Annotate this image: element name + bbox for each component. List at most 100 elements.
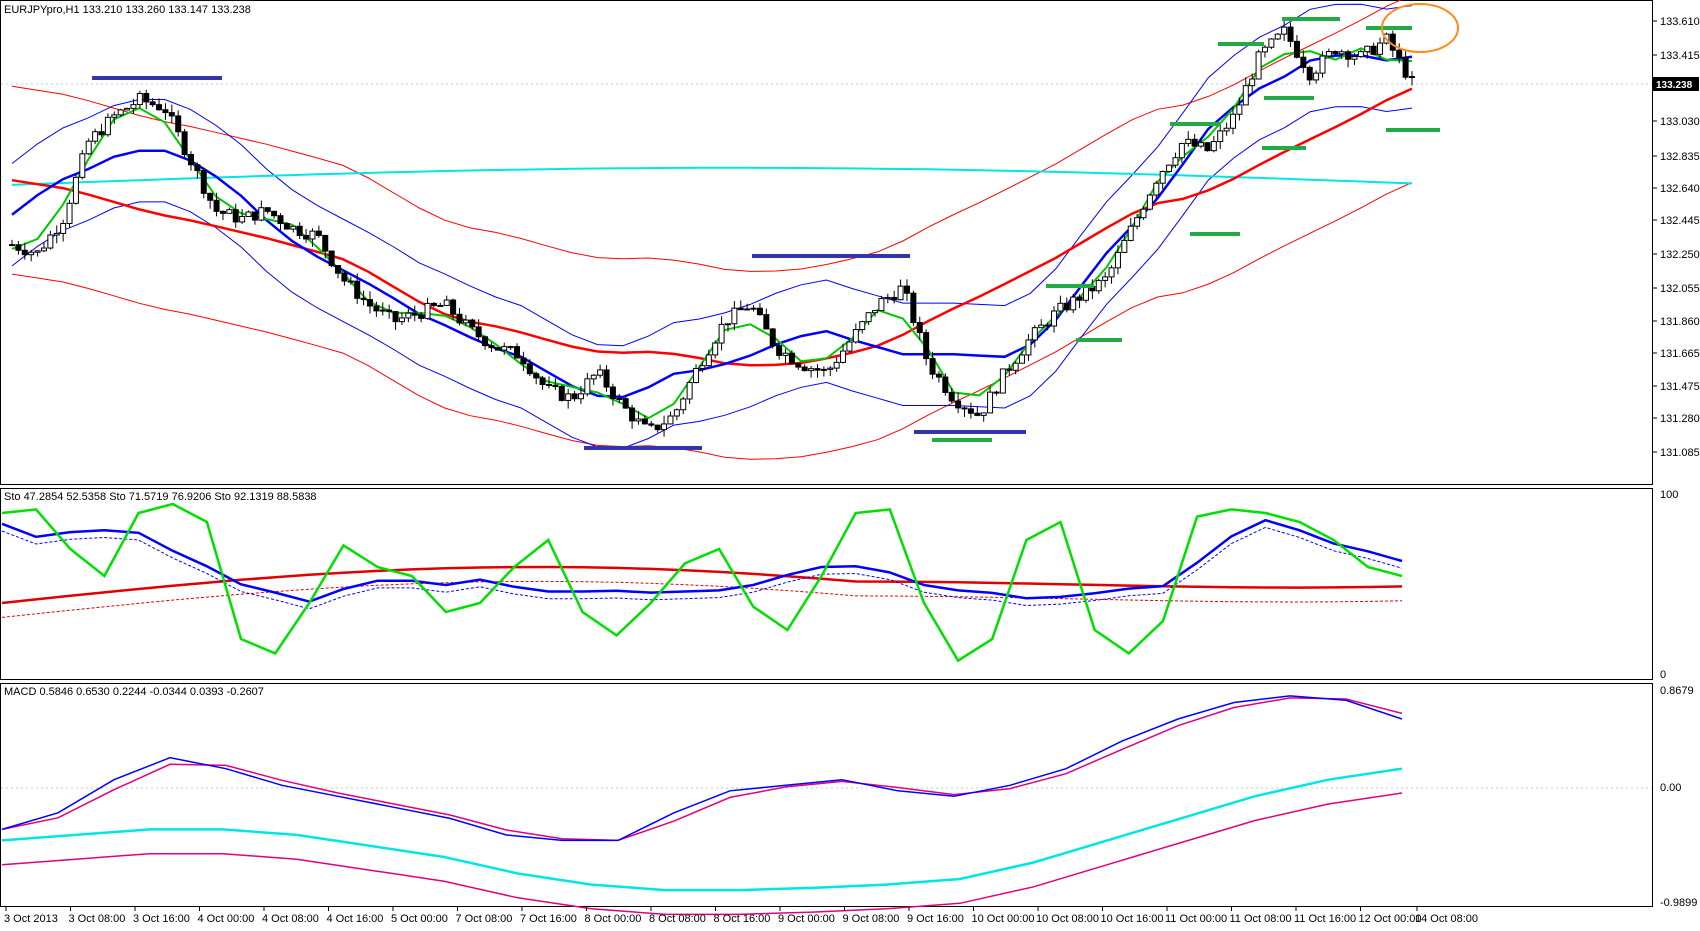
candle-body — [699, 365, 706, 369]
candle-body — [482, 336, 489, 347]
candle-body — [1345, 51, 1352, 60]
candle-body — [507, 346, 514, 349]
candle-body — [1159, 171, 1166, 184]
candle-body — [750, 307, 757, 310]
candle-body — [1070, 296, 1077, 311]
candle-body — [1306, 66, 1313, 81]
candle-body — [961, 407, 968, 410]
time-tick-label: 11 Oct 16:00 — [1294, 913, 1356, 925]
candle-body — [910, 292, 917, 324]
candle-body — [1095, 279, 1102, 292]
candle-body — [335, 265, 342, 274]
time-tick-label: 12 Oct 00:00 — [1359, 913, 1422, 925]
candle-body — [712, 342, 719, 356]
candle-body — [53, 232, 60, 236]
candle-body — [820, 368, 827, 371]
candle-body — [629, 407, 636, 422]
candle-body — [514, 346, 521, 359]
macd-main-line — [1, 695, 1403, 842]
candle-body — [21, 249, 28, 256]
candle-body — [1338, 51, 1345, 55]
candle-body — [92, 131, 99, 142]
candle-body — [303, 234, 310, 240]
candle-body — [79, 153, 86, 178]
candle-body — [1153, 182, 1160, 196]
candle-body — [1230, 113, 1237, 129]
price-tick-label: 132.640 — [1660, 183, 1700, 195]
price-tick-label: 133.415 — [1660, 50, 1700, 62]
candle-body — [207, 192, 214, 201]
candle-body — [948, 391, 955, 402]
time-tick-label: 10 Oct 16:00 — [1101, 913, 1164, 925]
orange-circle-highlight — [1381, 3, 1459, 53]
candle-body — [1121, 239, 1128, 253]
candle-body — [597, 369, 604, 376]
price-tick-label: 131.665 — [1660, 348, 1700, 360]
candle-body — [897, 285, 904, 301]
candle-body — [782, 352, 789, 356]
stoch-green-line — [1, 502, 1403, 663]
candle-body — [60, 222, 67, 234]
candle-body — [533, 373, 540, 379]
candle-body — [635, 418, 642, 422]
candle-body — [1274, 33, 1281, 40]
price-tick-label: 131.860 — [1660, 316, 1700, 328]
candle-body — [552, 384, 559, 388]
candle-body — [916, 322, 923, 334]
price-axis-ticks: 133.610 133.415 133.030 132.835 132.640 132.4… — [1652, 16, 1700, 459]
macd-signal-line — [1, 697, 1403, 842]
candle-body — [1268, 38, 1275, 48]
candle-body — [814, 368, 821, 371]
candle-body — [258, 207, 265, 221]
candle-body — [865, 312, 872, 323]
candle-body — [974, 412, 981, 416]
time-tick-label: 9 Oct 00:00 — [778, 913, 835, 925]
cyan-ma-line — [11, 166, 1413, 186]
candlestick-series — [9, 20, 1415, 437]
candle-body — [1249, 78, 1256, 87]
candle-body — [1281, 26, 1288, 35]
candle-body — [290, 225, 297, 230]
time-tick-label: 8 Oct 16:00 — [714, 913, 771, 925]
green-ma-line — [11, 47, 1413, 420]
candle-body — [488, 345, 495, 349]
candle-body — [411, 312, 418, 316]
candle-body — [1063, 302, 1070, 311]
candle-body — [156, 104, 163, 111]
candle-body — [1402, 56, 1409, 78]
candle-body — [469, 319, 476, 328]
candle-body — [680, 398, 687, 411]
macd-cyan-line — [1, 767, 1403, 892]
candle-body — [1198, 142, 1205, 147]
candle-body — [124, 107, 131, 111]
candle-body — [731, 307, 738, 325]
macd-lines — [1, 695, 1403, 916]
candle-body — [667, 415, 674, 425]
candle-body — [462, 319, 469, 324]
candle-body — [993, 391, 1000, 394]
candle-body — [923, 332, 930, 360]
candle-body — [1102, 276, 1109, 281]
candle-body — [296, 225, 303, 236]
stoch-red-signal — [1, 580, 1403, 618]
candle-body — [1185, 138, 1192, 144]
time-tick-label: 4 Oct 08:00 — [262, 913, 319, 925]
candle-body — [360, 297, 367, 301]
candle-body — [539, 377, 546, 386]
time-tick-label: 11 Oct 08:00 — [1230, 913, 1292, 925]
candle-body — [245, 211, 252, 217]
candle-body — [200, 170, 207, 194]
candle-body — [1389, 33, 1396, 51]
candle-body — [40, 247, 47, 252]
time-tick-label: 3 Oct 08:00 — [69, 913, 126, 925]
candle-body — [1012, 362, 1019, 371]
candle-body — [903, 285, 910, 294]
candle-body — [788, 352, 795, 365]
candle-body — [143, 92, 150, 103]
candle-body — [66, 202, 73, 224]
candle-body — [475, 326, 482, 338]
price-tick-label: 132.445 — [1660, 215, 1700, 227]
price-indicator-lines — [11, 0, 1413, 460]
